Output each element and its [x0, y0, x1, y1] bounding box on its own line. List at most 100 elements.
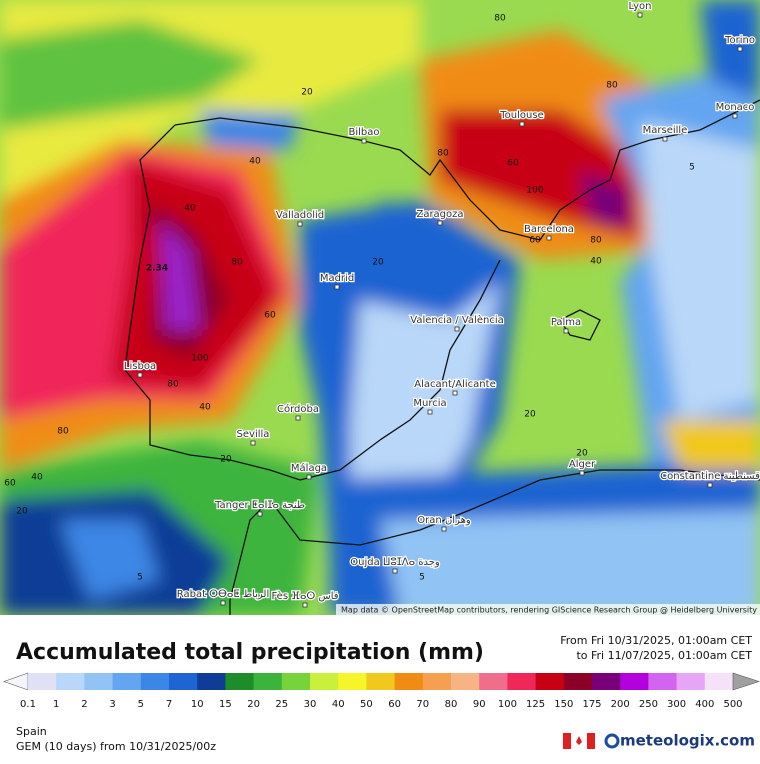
legend-swatch: [620, 673, 649, 690]
legend-swatch: [676, 673, 706, 690]
contour-label: 40: [249, 157, 261, 167]
contour-label: 80: [437, 149, 449, 159]
legend-label: 40: [332, 699, 345, 710]
contour-label: 80: [606, 81, 618, 91]
legend-label: 500: [723, 699, 742, 710]
city-label: Lisboa: [124, 361, 156, 372]
city-label: Lyon: [628, 1, 651, 12]
contour-label: 20: [576, 449, 588, 459]
city-marker: [437, 220, 443, 226]
city-label: Alger: [569, 459, 596, 470]
legend-label: 90: [473, 699, 486, 710]
legend-label: 25: [275, 699, 288, 710]
legend-label: 2: [81, 699, 87, 710]
city-marker: [250, 440, 256, 446]
city-label: Oujda ⵡⵓⵊⴷⴰ وجدة: [350, 557, 440, 568]
contour-label: 40: [31, 473, 43, 483]
city-marker: [732, 113, 738, 119]
city-label: Málaga: [291, 462, 327, 474]
city-marker: [579, 470, 585, 476]
city-label: Murcia: [413, 398, 446, 409]
city-label: Constantine قسنطينة: [660, 471, 760, 482]
city-marker: [546, 235, 552, 241]
city-marker: [137, 372, 143, 378]
logo: [604, 733, 620, 749]
legend-label: 400: [695, 699, 714, 710]
contour-label: 100: [191, 354, 208, 364]
legend-swatch: [732, 672, 760, 691]
city-marker: [220, 600, 226, 606]
legend-swatch: [281, 673, 311, 690]
city-label: Alacant/Alicante: [414, 379, 495, 390]
city-marker: [361, 138, 367, 144]
contour-label: 5: [137, 573, 143, 583]
legend-label: 30: [304, 699, 317, 710]
legend-swatch: [112, 673, 142, 690]
city-marker: [662, 136, 668, 142]
city-marker: [452, 390, 458, 396]
legend-label: 7: [166, 699, 172, 710]
contour-label: 60: [507, 159, 519, 169]
legend-swatch: [592, 673, 621, 690]
city-marker: [295, 415, 301, 421]
city-label: Valencia / València: [410, 314, 503, 326]
legend-label: 20: [247, 699, 260, 710]
legend-swatch: [338, 673, 367, 690]
legend-label: 150: [554, 699, 573, 710]
city-label: Rabat ⵔⴱⴰⵟ الرباط: [177, 589, 269, 600]
legend-label: 80: [445, 699, 458, 710]
legend-label: 70: [416, 699, 429, 710]
legend-label: 300: [667, 699, 686, 710]
attribution: Map data © OpenStreetMap contributors, r…: [341, 606, 757, 615]
legend-swatch: [451, 673, 480, 690]
city-label: Bilbao: [348, 127, 379, 138]
date-from: From Fri 10/31/2025, 01:00am CET: [560, 634, 752, 647]
contour-label: 100: [526, 186, 543, 196]
city-marker: [302, 602, 308, 608]
city-label: Tanger ⵟⴰⵏⵊⴰ طنجة: [214, 500, 305, 511]
city-label: Valladolid: [276, 210, 324, 221]
contour-label: 20: [372, 258, 384, 268]
city-marker: [519, 121, 525, 127]
legend-title: Accumulated total precipitation (mm): [16, 640, 484, 665]
date-to: to Fri 11/07/2025, 01:00am CET: [576, 649, 752, 662]
legend-swatch: [169, 673, 198, 690]
city-marker: [637, 12, 643, 18]
city-label: Oran وهران: [417, 515, 471, 526]
legend-swatch: [225, 673, 255, 690]
contour-label: 80: [590, 236, 602, 246]
legend-label: 3: [109, 699, 115, 710]
legend-label: 10: [191, 699, 204, 710]
legend-swatch: [366, 673, 396, 690]
legend-swatch: [563, 673, 593, 690]
city-label: Zaragoza: [416, 209, 463, 220]
contour-label: 60: [264, 311, 276, 321]
contour-label: 20: [524, 410, 536, 420]
legend-swatch: [422, 673, 452, 690]
city-label: Marseille: [643, 125, 688, 136]
contour-label: 20: [16, 507, 28, 517]
contour-label: 80: [494, 14, 506, 24]
city-label: Toulouse: [499, 110, 543, 121]
legend-label: 100: [498, 699, 517, 710]
city-label: Sevilla: [237, 429, 270, 440]
city-label: Monaco: [716, 102, 755, 113]
region: Spain: [16, 725, 47, 738]
city-marker: [563, 328, 569, 334]
contour-label: 20: [301, 88, 313, 98]
contour-label: 60: [4, 479, 16, 489]
legend-swatch: [84, 673, 114, 690]
contour-label: 80: [167, 380, 179, 390]
model: GEM (10 days) from 10/31/2025/00z: [16, 740, 216, 753]
contour-label: 5: [419, 573, 425, 583]
contour-label: 80: [231, 258, 243, 268]
contour-label: 20: [220, 455, 232, 465]
brand[interactable]: meteologix.com: [620, 732, 755, 750]
city-marker: [306, 474, 312, 480]
city-label: Córdoba: [277, 403, 319, 415]
legend-swatch: [394, 673, 424, 690]
map: Lyon Torino Monaco Marseille Toulouse Bilbao V…: [0, 0, 760, 615]
legend-swatch: [479, 673, 508, 690]
legend-label: 50: [360, 699, 373, 710]
legend-label: 200: [611, 699, 630, 710]
